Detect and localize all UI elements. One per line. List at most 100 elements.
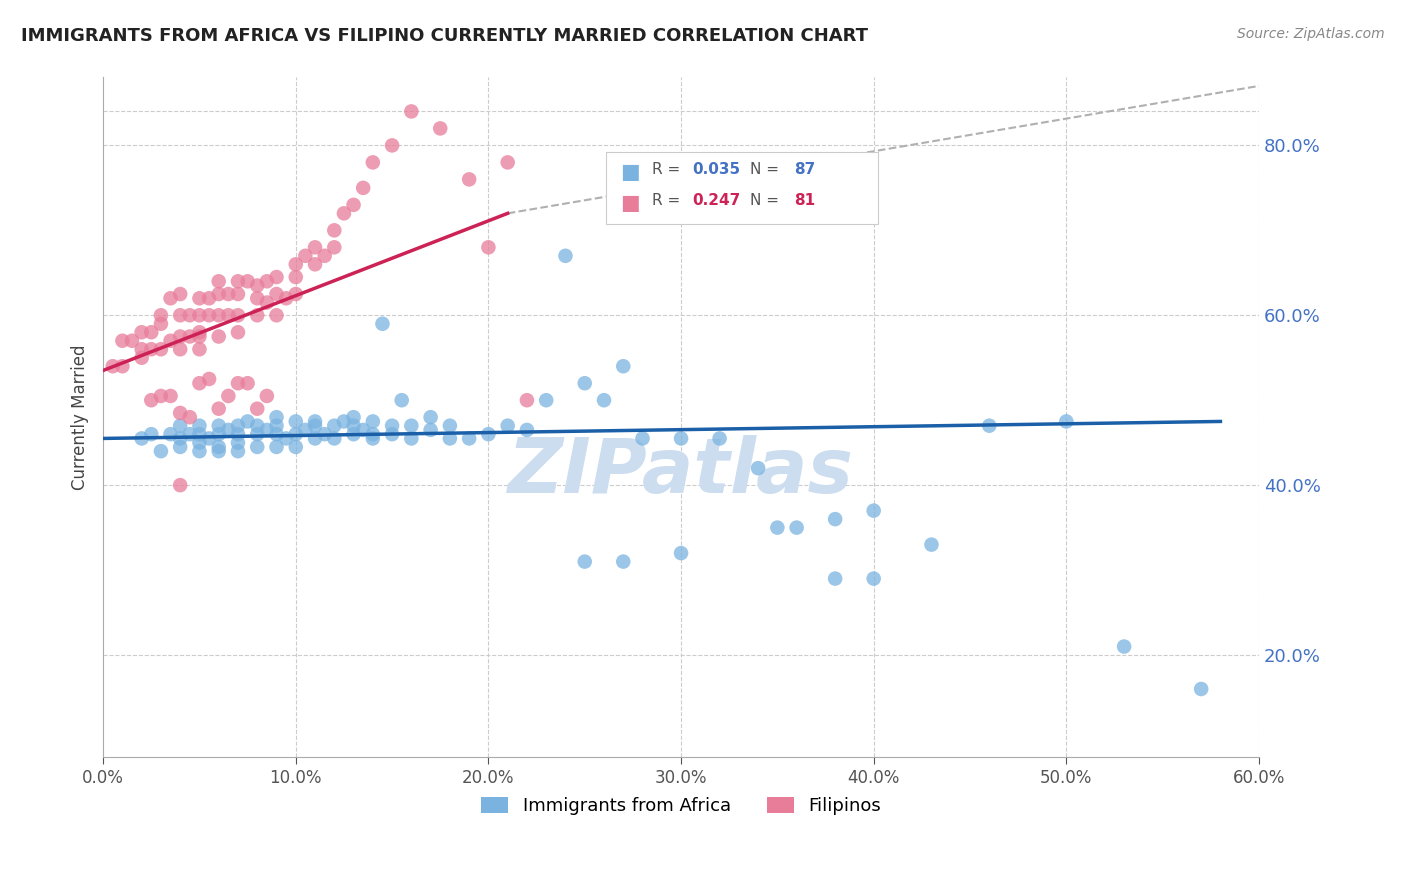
- Point: [141, 427, 163, 442]
- Point: [669, 432, 692, 446]
- Point: [294, 423, 316, 437]
- Point: [217, 423, 239, 437]
- Point: [208, 427, 231, 442]
- Point: [169, 440, 191, 454]
- Text: 81: 81: [794, 193, 815, 208]
- Point: [612, 359, 634, 374]
- Point: [226, 444, 249, 458]
- Point: [391, 393, 413, 408]
- Point: [921, 538, 943, 552]
- Point: [217, 287, 239, 301]
- Point: [1054, 414, 1077, 428]
- Point: [188, 325, 211, 339]
- Point: [709, 432, 731, 446]
- Point: [824, 572, 846, 586]
- Point: [361, 427, 384, 442]
- Point: [477, 240, 499, 254]
- Point: [246, 427, 269, 442]
- Point: [496, 418, 519, 433]
- Point: [169, 406, 191, 420]
- Point: [333, 206, 356, 220]
- Point: [534, 393, 557, 408]
- Point: [141, 393, 163, 408]
- Point: [226, 435, 249, 450]
- Point: [149, 317, 172, 331]
- Point: [631, 432, 654, 446]
- Point: [208, 329, 231, 343]
- Point: [266, 427, 288, 442]
- Point: [246, 440, 269, 454]
- Point: [1114, 640, 1136, 654]
- Point: [429, 121, 451, 136]
- Point: [304, 414, 326, 428]
- Point: [352, 181, 374, 195]
- Point: [266, 410, 288, 425]
- Point: [226, 287, 249, 301]
- Point: [304, 418, 326, 433]
- Text: 0.247: 0.247: [693, 193, 741, 208]
- Point: [169, 308, 191, 322]
- Point: [266, 440, 288, 454]
- Point: [208, 440, 231, 454]
- Point: [208, 401, 231, 416]
- Point: [862, 572, 884, 586]
- Point: [256, 389, 278, 403]
- Point: [188, 329, 211, 343]
- Point: [439, 418, 461, 433]
- Point: [226, 427, 249, 442]
- Point: [266, 270, 288, 285]
- Point: [179, 410, 201, 425]
- FancyBboxPatch shape: [606, 153, 877, 224]
- Point: [304, 240, 326, 254]
- Point: [246, 291, 269, 305]
- Point: [284, 287, 307, 301]
- Point: [401, 104, 423, 119]
- Point: [208, 308, 231, 322]
- Point: [217, 389, 239, 403]
- Point: [574, 376, 596, 391]
- Point: [236, 376, 259, 391]
- Point: [333, 414, 356, 428]
- Point: [314, 249, 336, 263]
- Point: [149, 389, 172, 403]
- Point: [554, 249, 576, 263]
- Point: [169, 418, 191, 433]
- Point: [496, 155, 519, 169]
- Point: [477, 427, 499, 442]
- Point: [276, 291, 298, 305]
- Point: [226, 376, 249, 391]
- Point: [401, 432, 423, 446]
- Point: [188, 444, 211, 458]
- Point: [188, 343, 211, 357]
- Point: [381, 138, 404, 153]
- Point: [149, 343, 172, 357]
- Text: 0.035: 0.035: [693, 162, 741, 178]
- Point: [304, 432, 326, 446]
- Text: R =: R =: [652, 162, 685, 178]
- Point: [323, 418, 346, 433]
- Point: [361, 432, 384, 446]
- Point: [149, 444, 172, 458]
- Point: [246, 401, 269, 416]
- Y-axis label: Currently Married: Currently Married: [72, 344, 89, 490]
- Point: [111, 359, 134, 374]
- Point: [198, 291, 221, 305]
- Point: [236, 414, 259, 428]
- Point: [208, 418, 231, 433]
- Point: [862, 503, 884, 517]
- Point: [131, 432, 153, 446]
- Text: ■: ■: [620, 162, 640, 182]
- Point: [266, 287, 288, 301]
- Point: [226, 274, 249, 288]
- Point: [747, 461, 769, 475]
- Point: [188, 427, 211, 442]
- Point: [159, 334, 181, 348]
- Text: R =: R =: [652, 193, 685, 208]
- Point: [217, 308, 239, 322]
- Point: [101, 359, 124, 374]
- Point: [766, 521, 789, 535]
- Point: [381, 418, 404, 433]
- Point: [226, 308, 249, 322]
- Point: [169, 432, 191, 446]
- Point: [246, 418, 269, 433]
